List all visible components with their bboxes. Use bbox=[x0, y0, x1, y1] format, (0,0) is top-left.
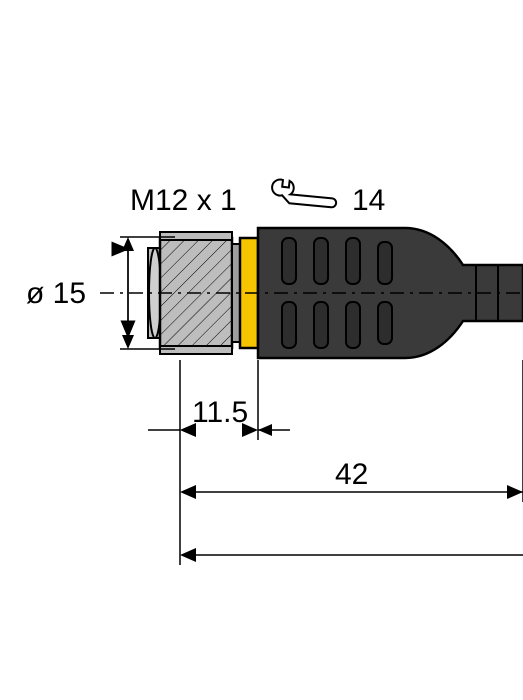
dim2-label: 42 bbox=[335, 458, 368, 491]
thread-label: M12 x 1 bbox=[130, 184, 237, 217]
wrench-icon bbox=[270, 164, 338, 225]
dim-open bbox=[180, 502, 523, 565]
dim1-label: 11.5 bbox=[192, 396, 248, 429]
connector-drawing bbox=[100, 228, 523, 358]
dim-42: 42 bbox=[180, 360, 523, 502]
wrench-size: 14 bbox=[352, 184, 385, 217]
top-labels: M12 x 1 14 bbox=[130, 164, 385, 225]
diameter-label: ø 15 bbox=[26, 277, 86, 310]
dim-11p5: 11.5 bbox=[148, 360, 290, 440]
